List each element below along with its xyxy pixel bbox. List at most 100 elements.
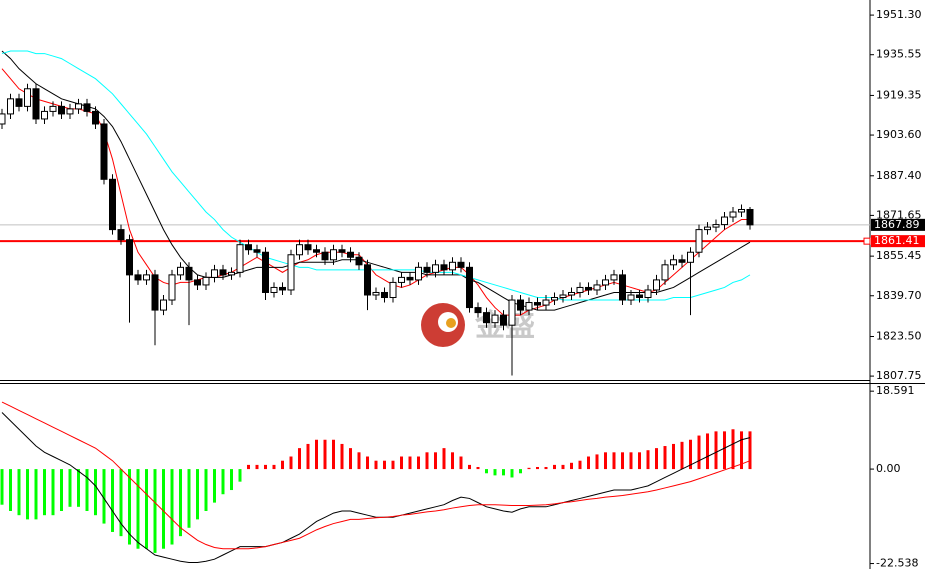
candle-body (0, 113, 6, 125)
histogram-bar (357, 452, 361, 470)
candle-body (381, 291, 388, 299)
histogram-bar (697, 435, 701, 470)
candle-body (177, 266, 184, 276)
histogram-bar (272, 464, 276, 470)
candle-body (423, 266, 431, 273)
histogram-bar (646, 450, 650, 470)
candle-body (610, 274, 618, 281)
candle-body (372, 291, 380, 296)
candle-body (32, 88, 40, 120)
histogram-bar (26, 469, 29, 520)
histogram-bar (451, 452, 454, 470)
candle-body (211, 269, 218, 278)
histogram-bar (655, 448, 658, 470)
histogram-bar (476, 466, 480, 470)
histogram-bar (638, 452, 641, 470)
histogram-bar (247, 464, 250, 470)
histogram-bar (332, 439, 335, 470)
histogram-bar (621, 452, 624, 470)
histogram-bar (570, 462, 573, 470)
candle-body (126, 239, 133, 276)
candle-body (593, 284, 601, 291)
y-tick-label: 1903.60 (876, 128, 922, 141)
histogram-bar (604, 452, 607, 470)
candle-body (432, 264, 439, 273)
candle-body (143, 274, 150, 281)
histogram-bar (408, 456, 412, 470)
histogram-bar (51, 469, 55, 516)
histogram-bar (9, 469, 12, 511)
histogram-bar (731, 429, 735, 470)
histogram-bar (468, 464, 471, 470)
histogram-bar (306, 443, 310, 470)
candle-body (15, 98, 23, 107)
candle-body (466, 266, 473, 309)
histogram-bar (383, 460, 386, 470)
histogram-bar (34, 469, 38, 520)
candle-body (287, 254, 295, 291)
level-box (871, 235, 925, 248)
candle-body (304, 244, 312, 251)
histogram-bar (179, 469, 182, 537)
histogram-bar (153, 469, 157, 553)
histogram-bar (170, 469, 174, 545)
histogram-bar (264, 464, 267, 470)
candle-body (738, 208, 745, 213)
histogram-bar (723, 431, 726, 470)
candle-body (219, 269, 227, 276)
histogram-bar (442, 448, 446, 470)
histogram-bar (349, 448, 352, 470)
histogram-bar (629, 452, 633, 470)
histogram-bar (43, 469, 46, 516)
candle-body (313, 249, 320, 253)
candle-body (704, 226, 711, 231)
histogram-bar (485, 469, 488, 474)
histogram-bar (740, 431, 743, 470)
last-price-label: 1867.89 (874, 218, 920, 231)
candle-body (236, 244, 244, 273)
candle-body (168, 274, 176, 301)
y-tick-label: 1839.70 (876, 289, 922, 302)
candle-body (279, 286, 286, 291)
y-tick-label: 1871.65 (876, 208, 922, 221)
histogram-bar (17, 469, 21, 516)
y-tick-label: 1855.45 (876, 249, 922, 262)
histogram-bar (400, 456, 403, 470)
histogram-bar (553, 464, 556, 470)
histogram-bar (612, 452, 616, 470)
candle-body (185, 266, 193, 281)
candle-body (721, 216, 728, 226)
candle-body (678, 259, 686, 263)
candle-body (644, 289, 652, 299)
histogram-bar (187, 469, 191, 528)
histogram-bar (587, 456, 590, 470)
candle-body (41, 110, 48, 120)
histogram-bar (323, 439, 327, 470)
candle-body (24, 88, 31, 107)
histogram-bar (680, 441, 684, 470)
histogram-bar (510, 469, 514, 478)
candle-body (92, 110, 99, 125)
candle-body (389, 281, 397, 299)
histogram-bar (238, 469, 242, 482)
candle-body (474, 307, 482, 314)
histogram-bar (340, 443, 344, 470)
histogram-bar (672, 443, 675, 470)
candle-body (117, 229, 125, 241)
candle-body (296, 244, 303, 256)
candle-body (415, 266, 422, 281)
candle-body (508, 299, 516, 326)
candle-body (321, 251, 329, 261)
candle-body (245, 244, 252, 251)
histogram-bar (128, 469, 131, 545)
histogram-bar (527, 467, 531, 470)
candle-body (525, 302, 533, 311)
logo (421, 303, 465, 347)
histogram-bar (230, 469, 233, 491)
level-label: 1861.41 (874, 234, 920, 247)
candle-body (100, 123, 108, 180)
candle-body (687, 251, 694, 263)
candle-body (75, 103, 82, 110)
histogram-bar (502, 469, 505, 476)
